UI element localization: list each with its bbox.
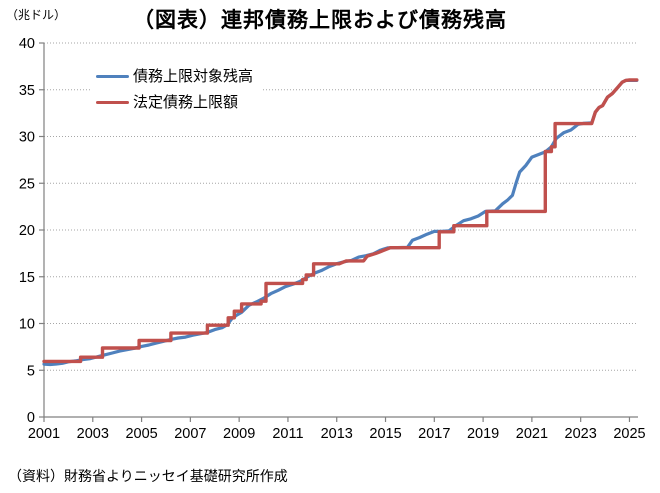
x-tick-label: 2023 bbox=[565, 426, 597, 442]
y-tick-label: 10 bbox=[19, 317, 35, 333]
y-tick-label: 35 bbox=[19, 83, 35, 99]
chart-legend: 債務上限対象残高 法定債務上限額 bbox=[92, 60, 264, 118]
chart-title: （図表）連邦債務上限および債務残高 bbox=[133, 9, 507, 32]
legend-label: 法定債務上限額 bbox=[133, 93, 239, 111]
x-tick-label: 2007 bbox=[174, 426, 206, 442]
blue-line-swatch-icon bbox=[96, 74, 129, 78]
x-tick-label: 2017 bbox=[418, 426, 450, 442]
x-tick-label: 2013 bbox=[321, 426, 353, 442]
red-line-swatch-icon bbox=[96, 100, 129, 104]
x-tick-label: 2009 bbox=[223, 426, 255, 442]
legend-item-debt-ceiling: 法定債務上限額 bbox=[96, 89, 253, 115]
y-axis-unit-label: （兆ドル） bbox=[6, 8, 67, 22]
series-line-debt-balance bbox=[42, 78, 639, 367]
y-tick-label: 30 bbox=[19, 130, 35, 146]
x-tick-label: 2005 bbox=[125, 426, 157, 442]
legend-label: 債務上限対象残高 bbox=[133, 67, 254, 85]
y-tick-label: 40 bbox=[19, 36, 35, 52]
x-tick-label: 2003 bbox=[77, 426, 109, 442]
y-tick-label: 0 bbox=[27, 410, 35, 426]
y-tick-label: 5 bbox=[27, 363, 35, 379]
x-tick-label: 2011 bbox=[272, 426, 303, 442]
legend-item-debt-balance: 債務上限対象残高 bbox=[96, 63, 253, 89]
x-tick-label: 2015 bbox=[369, 426, 401, 442]
y-tick-label: 15 bbox=[19, 270, 35, 286]
y-tick-label: 25 bbox=[19, 176, 35, 192]
x-tick-label: 2025 bbox=[613, 426, 645, 442]
x-tick-label: 2019 bbox=[467, 426, 499, 442]
x-tick-label: 2021 bbox=[516, 426, 548, 442]
y-tick-label: 20 bbox=[19, 223, 35, 239]
source-note: （資料）財務省よりニッセイ基礎研究所作成 bbox=[8, 468, 288, 484]
series-line-debt-ceiling bbox=[42, 78, 639, 364]
x-tick-label: 2001 bbox=[28, 426, 60, 442]
